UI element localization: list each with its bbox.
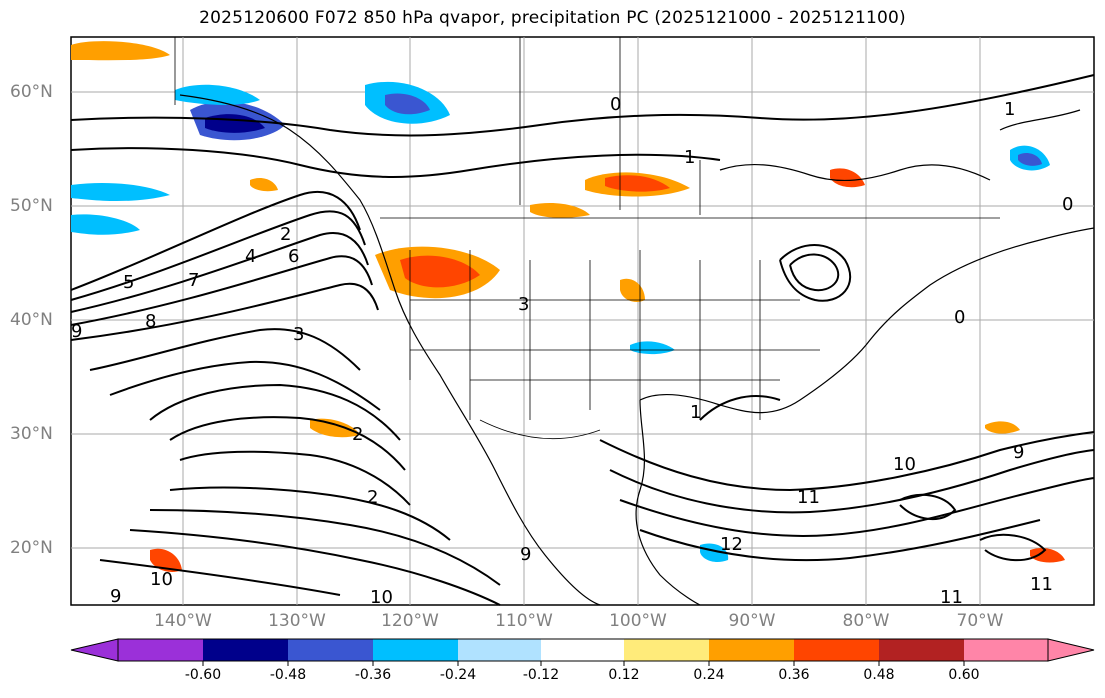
contour-label: 3: [518, 294, 529, 315]
contour-label: 3: [293, 324, 304, 345]
coastlines: [179, 94, 1095, 606]
lon-label: 130°W: [268, 611, 326, 631]
contour-label: 9: [71, 321, 82, 342]
contour-label: 0: [1062, 194, 1073, 215]
lat-label: 50°N: [10, 196, 53, 216]
colorbar-tick-label: 0.48: [863, 667, 895, 683]
lon-label: 70°W: [956, 611, 1004, 631]
map-title: 2025120600 F072 850 hPa qvapor, precipit…: [199, 8, 906, 28]
lat-label: 60°N: [10, 82, 53, 102]
contour-label: 11: [1030, 574, 1053, 595]
lat-label: 30°N: [10, 424, 53, 444]
colorbar-tick-label: -0.12: [522, 667, 560, 683]
contour-labels: 2 4 6 5 7 8 9 3 2 2 10 10 1 0 1 0 0 11 1…: [71, 94, 1073, 608]
contour-label: 1: [690, 402, 701, 423]
colorbar-tick-label: 0.60: [948, 667, 980, 683]
contour-label: 10: [893, 454, 916, 475]
contour-label: 12: [720, 534, 743, 555]
contour-label: 11: [940, 587, 963, 608]
colorbar-tick-label: 0.12: [608, 667, 640, 683]
lat-label: 40°N: [10, 310, 53, 330]
contour-label: 1: [1004, 99, 1015, 120]
contour-label: 1: [684, 147, 695, 168]
contour-label: 7: [188, 270, 199, 291]
contour-label: 2: [352, 424, 363, 445]
colorbar-tick-label: 0.24: [693, 667, 725, 683]
contour-label: 10: [370, 587, 393, 608]
contour-label: 9: [110, 586, 121, 607]
contour-label: 10: [150, 569, 173, 590]
contour-label: 5: [123, 272, 134, 293]
lon-label: 80°W: [842, 611, 890, 631]
precip-shading: [71, 41, 1065, 572]
contour-label: 11: [797, 487, 820, 508]
lon-label: 100°W: [609, 611, 667, 631]
colorbar-tick-label: -0.48: [269, 667, 307, 683]
colorbar-tick-label: -0.24: [439, 667, 477, 683]
colorbar-tick-label: -0.60: [184, 667, 222, 683]
contour-label: 9: [520, 544, 531, 565]
colorbar: [70, 638, 1095, 666]
contour-label: 0: [954, 307, 965, 328]
colorbar-tick-label: -0.36: [354, 667, 392, 683]
lon-label: 110°W: [495, 611, 553, 631]
contour-label: 9: [1013, 442, 1024, 463]
lon-label: 140°W: [154, 611, 212, 631]
contour-label: 0: [610, 94, 621, 115]
contour-label: 4: [245, 246, 256, 267]
lon-label: 120°W: [381, 611, 439, 631]
contour-label: 2: [280, 224, 291, 245]
political-borders: [174, 37, 1000, 440]
contour-label: 6: [288, 246, 299, 267]
lat-label: 20°N: [10, 538, 53, 558]
qvapor-contours: [70, 74, 1095, 606]
contour-label: 2: [367, 487, 378, 508]
colorbar-tick-label: 0.36: [778, 667, 810, 683]
contour-label: 8: [145, 311, 156, 332]
lon-label: 90°W: [728, 611, 776, 631]
